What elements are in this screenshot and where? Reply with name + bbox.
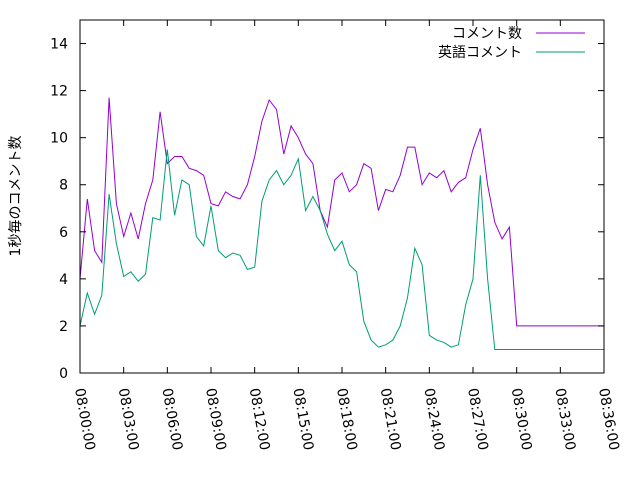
y-tick-label: 6	[59, 225, 68, 241]
x-tick-label: 08:00:00	[71, 387, 98, 452]
x-tick-label: 08:03:00	[115, 387, 142, 452]
legend-label-0: コメント数	[452, 26, 522, 42]
x-tick-label: 08:36:00	[595, 387, 622, 452]
y-tick-label: 8	[59, 178, 68, 194]
x-tick-label: 08:27:00	[464, 387, 491, 452]
series-line-0	[79, 97, 604, 327]
y-tick-label: 2	[59, 319, 68, 335]
legend-label-1: 英語コメント	[438, 44, 522, 61]
y-tick-label: 14	[50, 37, 68, 53]
x-tick-label: 08:09:00	[202, 387, 229, 452]
x-tick-label: 08:24:00	[420, 387, 447, 452]
y-axis: 0 2 4 6 8 10 12 14	[50, 37, 604, 382]
y-tick-label: 4	[59, 272, 68, 288]
x-tick-label: 08:30:00	[508, 387, 535, 452]
plot-lines	[79, 97, 604, 350]
x-tick-label: 08:21:00	[377, 387, 404, 452]
y-tick-label: 10	[50, 131, 68, 147]
y-tick-label: 12	[50, 84, 68, 100]
plot-frame	[79, 19, 605, 374]
y-axis-title: 1秒毎のコメント数	[8, 136, 24, 257]
x-tick-label: 08:12:00	[246, 387, 273, 452]
x-tick-label: 08:06:00	[158, 387, 185, 452]
x-tick-label: 08:15:00	[289, 387, 316, 452]
x-tick-label: 08:18:00	[333, 387, 360, 452]
series-line-1	[79, 149, 604, 350]
y-tick-label: 0	[59, 366, 68, 382]
x-tick-label: 08:33:00	[551, 387, 578, 452]
x-axis: 08:00:00 08:03:00 08:06:00 08:09:00 08:12:00…	[71, 20, 622, 452]
